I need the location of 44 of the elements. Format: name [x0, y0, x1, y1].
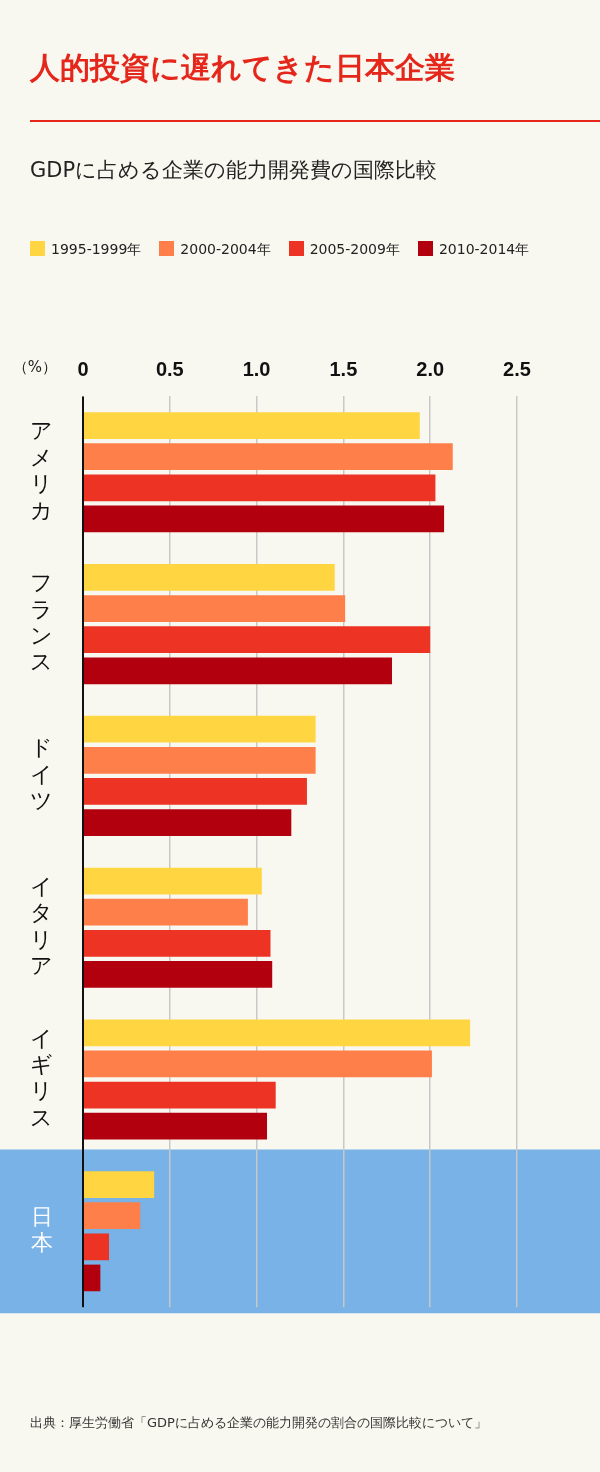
x-tick-label: 2.5 — [503, 357, 531, 380]
legend-label: 1995-1999年 — [51, 241, 142, 257]
legend-label: 2005-2009年 — [309, 241, 400, 257]
bar — [83, 715, 316, 743]
bar — [83, 1081, 276, 1109]
bar — [83, 1264, 101, 1292]
x-axis-title: （%） — [12, 357, 57, 376]
legend-label: 2010-2014年 — [438, 241, 530, 257]
legend-label: 2000-2004年 — [180, 241, 271, 257]
bar — [83, 474, 436, 502]
bar — [83, 1233, 110, 1261]
x-tick-label: 1.0 — [242, 357, 271, 380]
bar — [83, 1050, 432, 1078]
bar — [83, 898, 248, 926]
bar — [83, 1019, 471, 1047]
bar — [83, 746, 316, 774]
bar — [83, 1171, 155, 1198]
bar — [83, 595, 346, 622]
chart-subtitle: GDPに占める企業の能力開発費の国際比較 — [30, 157, 438, 184]
y-tick-label: イギリス — [30, 1025, 53, 1130]
x-tick-label: 1.5 — [329, 357, 358, 380]
y-tick-label: アメリカ — [30, 418, 53, 523]
x-tick-label: 0.5 — [155, 357, 184, 380]
x-tick-label: 0 — [77, 357, 89, 380]
bar — [83, 626, 431, 654]
chart-title: 人的投資に遅れてきた日本企業 — [30, 49, 455, 87]
bar — [83, 412, 420, 439]
source-note: 出典：厚生労働省「GDPに占める企業の能力開発の割合の国際比較について」 — [30, 1414, 487, 1432]
bar — [83, 929, 271, 957]
bar — [83, 867, 262, 895]
y-tick-label: フランス — [30, 570, 53, 675]
bar — [83, 778, 307, 805]
y-tick-label: 日本 — [31, 1203, 53, 1256]
bar — [83, 657, 393, 685]
bar — [83, 809, 292, 836]
bar — [83, 1202, 141, 1230]
bar — [83, 564, 335, 591]
x-tick-label: 2.0 — [416, 357, 445, 380]
bar — [83, 1112, 268, 1140]
bar — [83, 505, 445, 533]
y-tick-label: イタリア — [30, 873, 53, 979]
bar — [83, 443, 453, 471]
y-tick-label: ドイツ — [30, 735, 53, 814]
bar — [83, 961, 273, 988]
